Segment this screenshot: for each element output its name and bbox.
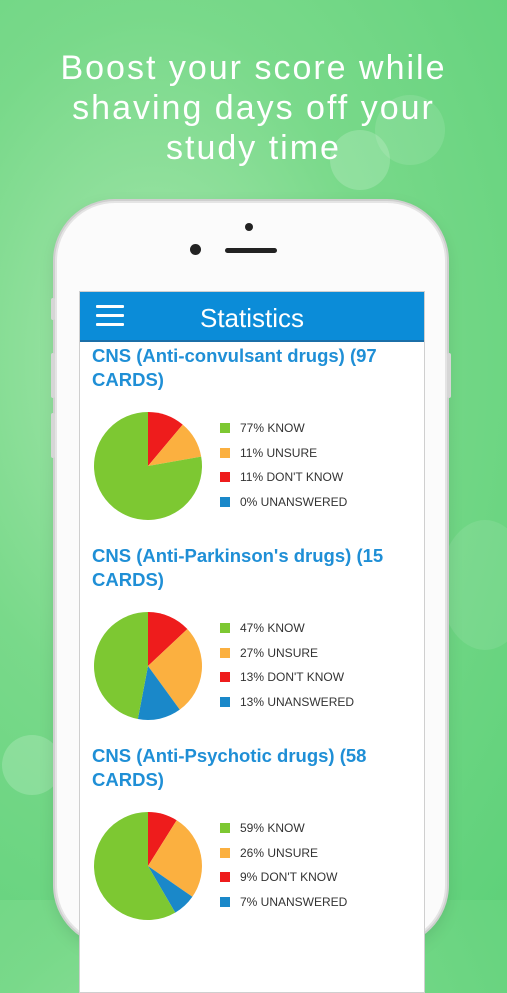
legend-swatch <box>220 472 230 483</box>
volume-up-button <box>51 353 55 398</box>
legend-label: 11% UNSURE <box>240 445 318 460</box>
legend-item-know: 77% KNOW <box>220 416 347 441</box>
front-camera <box>190 244 201 255</box>
legend-swatch <box>220 872 230 883</box>
mute-switch <box>51 298 55 320</box>
stats-section: CNS (Anti-Parkinson's drugs) (15 CARDS) … <box>80 542 424 720</box>
legend-swatch <box>220 623 230 634</box>
legend-swatch <box>220 847 230 858</box>
headline-line: study time <box>166 129 341 167</box>
pie-slice-dont-know <box>148 812 177 866</box>
legend-item-unanswered: 0% UNANSWERED <box>220 490 347 515</box>
pie-slice-know <box>93 612 148 720</box>
chart-legend: 59% KNOW 26% UNSURE 9% DON'T KNOW 7% UNA… <box>220 816 347 914</box>
legend-label: 26% UNSURE <box>240 845 319 860</box>
bokeh-circle <box>440 520 507 650</box>
deck-title[interactable]: CNS (Anti-Parkinson's drugs) (15 CARDS) <box>92 545 384 590</box>
legend-swatch <box>220 496 230 507</box>
legend-item-dont-know: 9% DON'T KNOW <box>220 865 347 890</box>
legend-label: 47% KNOW <box>240 621 305 636</box>
pie-chart <box>94 412 202 520</box>
stats-section: CNS (Anti-convulsant drugs) (97 CARDS) 7… <box>80 342 424 520</box>
pie-slice-know <box>93 812 176 920</box>
legend-label: 7% UNANSWERED <box>240 894 348 909</box>
pie-slice-unsure <box>148 424 202 466</box>
phone-frame: Statistics CNS (Anti-convulsant drugs) (… <box>51 203 451 993</box>
legend-swatch <box>220 672 230 683</box>
legend-swatch <box>220 823 230 834</box>
legend-label: 59% KNOW <box>240 821 305 836</box>
legend-item-know: 59% KNOW <box>220 816 347 841</box>
legend-label: 27% UNSURE <box>240 645 319 660</box>
legend-label: 77% KNOW <box>240 421 305 436</box>
legend-item-unsure: 11% UNSURE <box>220 441 347 466</box>
pie-chart <box>93 612 202 720</box>
power-button <box>447 353 451 398</box>
legend-swatch <box>220 423 230 434</box>
legend-item-unanswered: 7% UNANSWERED <box>220 890 347 915</box>
legend-item-unanswered: 13% UNANSWERED <box>220 690 354 715</box>
pie-slice-know <box>94 412 202 520</box>
promo-headline: Boost your score while shaving days off … <box>0 48 507 168</box>
earpiece-speaker <box>225 248 277 253</box>
headline-line: shaving days off your <box>72 89 435 127</box>
stats-section: CNS (Anti-Psychotic drugs) (58 CARDS) 59… <box>80 742 424 920</box>
legend-swatch <box>220 647 230 658</box>
legend-swatch <box>220 896 230 907</box>
legend-label: 11% DON'T KNOW <box>240 470 344 485</box>
legend-swatch <box>220 447 230 458</box>
legend-item-dont-know: 13% DON'T KNOW <box>220 665 354 690</box>
legend-item-unsure: 27% UNSURE <box>220 641 354 666</box>
chart-legend: 47% KNOW 27% UNSURE 13% DON'T KNOW 13% U… <box>220 616 354 714</box>
deck-title[interactable]: CNS (Anti-Psychotic drugs) (58 CARDS) <box>92 745 367 790</box>
bokeh-circle <box>2 735 62 795</box>
legend-label: 0% UNANSWERED <box>240 494 348 509</box>
chart-legend: 77% KNOW 11% UNSURE 11% DON'T KNOW 0% UN… <box>220 416 347 514</box>
pie-slice-unanswered <box>137 666 180 720</box>
headline-line: Boost your score while <box>60 49 447 87</box>
legend-item-unsure: 26% UNSURE <box>220 841 347 866</box>
pie-slice-unsure <box>148 820 202 897</box>
pie-slice-unsure <box>148 629 202 710</box>
pie-chart <box>93 812 202 920</box>
page-title: Statistics <box>199 303 305 333</box>
deck-title[interactable]: CNS (Anti-convulsant drugs) (97 CARDS) <box>92 345 377 390</box>
legend-item-know: 47% KNOW <box>220 616 354 641</box>
app-screen: Statistics CNS (Anti-convulsant drugs) (… <box>79 291 425 993</box>
hamburger-menu-icon[interactable] <box>96 305 124 327</box>
legend-label: 13% DON'T KNOW <box>240 670 345 685</box>
bokeh-circle <box>330 130 390 190</box>
app-header: Statistics <box>80 292 424 342</box>
legend-label: 9% DON'T KNOW <box>240 870 338 885</box>
pie-slice-dont-know <box>148 412 183 466</box>
proximity-sensor <box>245 223 253 231</box>
legend-label: 13% UNANSWERED <box>240 694 355 709</box>
legend-swatch <box>220 696 230 707</box>
volume-down-button <box>51 413 55 458</box>
bokeh-circle <box>375 95 445 165</box>
pie-slice-dont-know <box>148 612 188 666</box>
legend-item-dont-know: 11% DON'T KNOW <box>220 465 347 490</box>
